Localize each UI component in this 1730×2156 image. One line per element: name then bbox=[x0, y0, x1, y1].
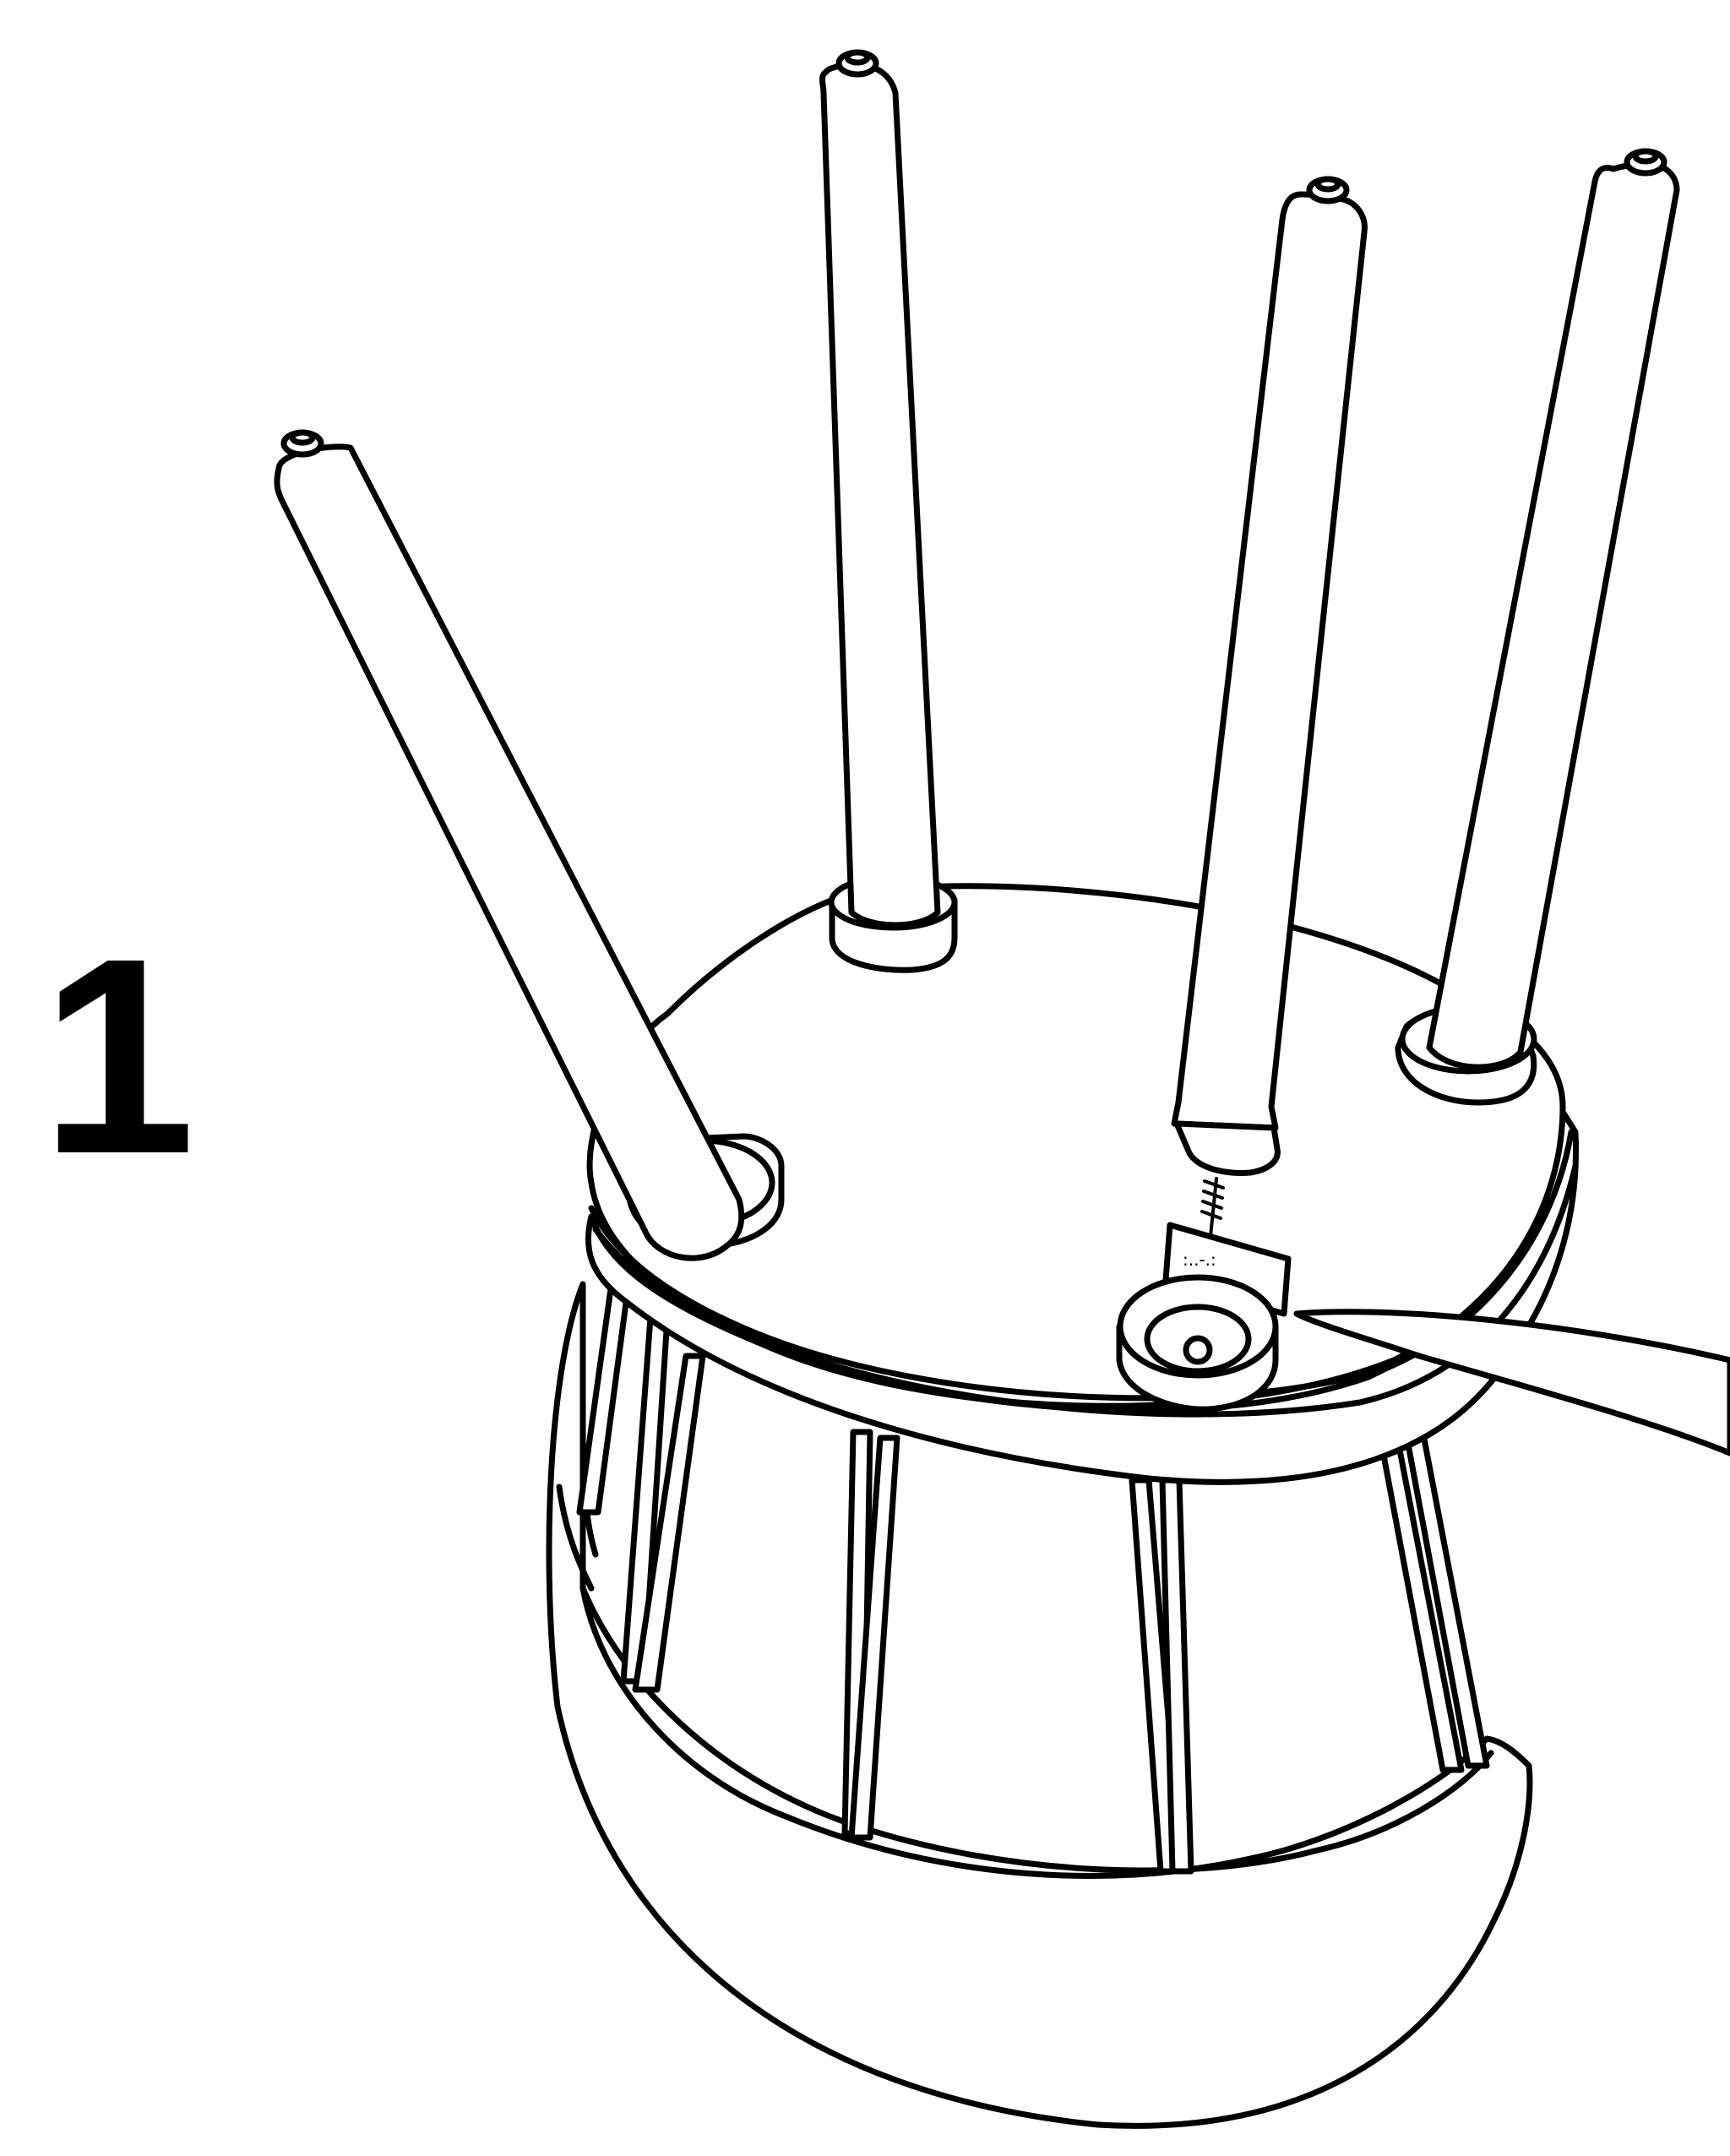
step-number: 1 bbox=[41, 900, 196, 1211]
leg-left bbox=[274, 429, 745, 1261]
seat-shell bbox=[546, 1281, 1533, 2129]
empty-leg-socket bbox=[1116, 1274, 1279, 1413]
leg-being-attached bbox=[1171, 176, 1368, 1176]
svg-text::..-.:: :..-.: bbox=[1183, 1250, 1216, 1270]
leg-right bbox=[1426, 148, 1680, 1070]
table-edge bbox=[1293, 1309, 1730, 1456]
leg-back bbox=[819, 49, 941, 928]
backrest-spindles bbox=[576, 1255, 1490, 1875]
seat-underside bbox=[585, 883, 1580, 1485]
